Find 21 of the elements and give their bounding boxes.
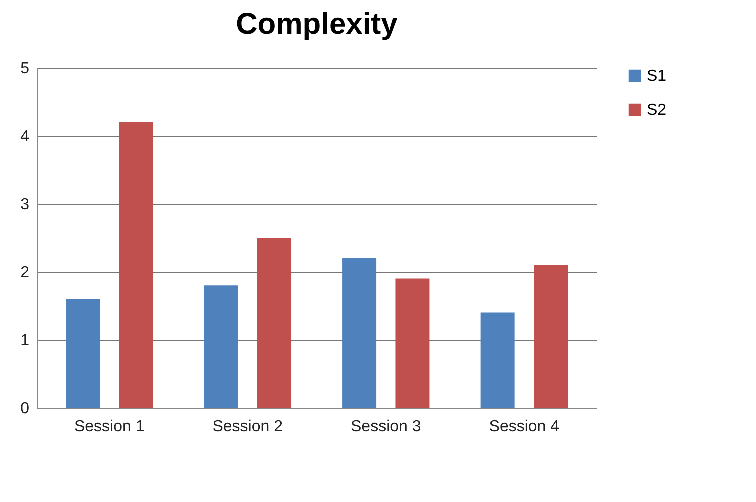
y-tick-label: 0	[20, 400, 30, 418]
y-tick-label: 5	[20, 60, 30, 78]
bar	[257, 238, 292, 408]
bar	[119, 122, 154, 408]
bar	[534, 265, 568, 408]
x-tick-label: Session 2	[212, 418, 284, 436]
bar	[66, 299, 100, 408]
bar	[480, 312, 515, 408]
x-tick-label: Session 1	[74, 418, 145, 436]
bar	[396, 278, 430, 408]
x-tick-label: Session 3	[351, 418, 422, 436]
legend-label: S1	[647, 68, 667, 85]
bar	[342, 258, 377, 408]
y-tick-label: 2	[20, 264, 30, 282]
y-tick-label: 4	[20, 128, 30, 146]
bar	[204, 286, 238, 408]
legend-label: S2	[647, 102, 667, 119]
chart-title: Complexity	[236, 8, 398, 41]
x-tick-label: Session 4	[489, 418, 560, 436]
y-tick-label: 3	[20, 196, 30, 214]
y-tick-label: 1	[20, 332, 30, 350]
